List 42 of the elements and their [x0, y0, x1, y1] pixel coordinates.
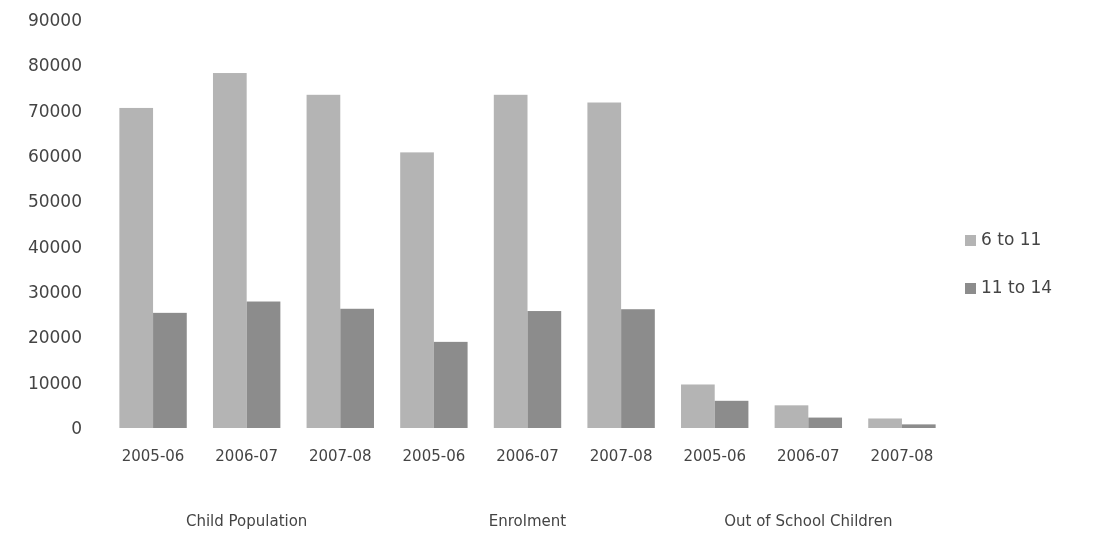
bar: [868, 418, 902, 428]
y-tick-label: 40000: [27, 236, 82, 257]
x-tick-label: 2005-06: [121, 446, 185, 465]
bar: [774, 405, 809, 428]
x-tick-label: 2006-07: [776, 446, 840, 465]
x-tick-label: 2007-08: [870, 446, 934, 465]
bar: [493, 94, 528, 428]
y-tick-label: 80000: [27, 55, 82, 76]
bar: [714, 400, 749, 428]
x-tick-label: 2005-06: [683, 446, 747, 465]
bar: [901, 424, 936, 428]
bar: [808, 417, 843, 428]
bar: [621, 309, 655, 428]
y-tick-label: 30000: [27, 281, 82, 302]
text: Child Population: [185, 512, 308, 530]
y-tick-label: 0: [71, 417, 82, 438]
bar: [306, 94, 341, 428]
bar: [340, 308, 374, 428]
x-tick-label: 2006-07: [496, 446, 559, 465]
x-tick-label: 2007-08: [589, 446, 653, 465]
bar: [212, 73, 247, 428]
legend-label: 11 to 14: [981, 277, 1053, 297]
y-tick-label: 70000: [27, 100, 82, 121]
y-tick-label: 50000: [27, 191, 82, 212]
text: Out of School Children: [724, 512, 893, 530]
x-tick-label: 2006-07: [215, 446, 279, 465]
y-tick-label: 10000: [27, 372, 82, 393]
bar: [119, 107, 154, 428]
x-tick-label: 2007-08: [308, 446, 372, 465]
text: Enrolment: [488, 512, 567, 530]
y-tick-label: 20000: [27, 327, 82, 348]
legend-label: 6 to 11: [981, 229, 1042, 249]
bar: [587, 102, 622, 428]
bar: [527, 311, 562, 428]
y-tick-label: 90000: [27, 9, 82, 30]
bar: [433, 341, 468, 428]
bar: [246, 301, 281, 428]
bar: [681, 384, 715, 428]
bar: [400, 152, 434, 428]
y-tick-label: 60000: [27, 145, 82, 166]
bar: [153, 312, 187, 428]
x-tick-label: 2005-06: [402, 446, 466, 465]
